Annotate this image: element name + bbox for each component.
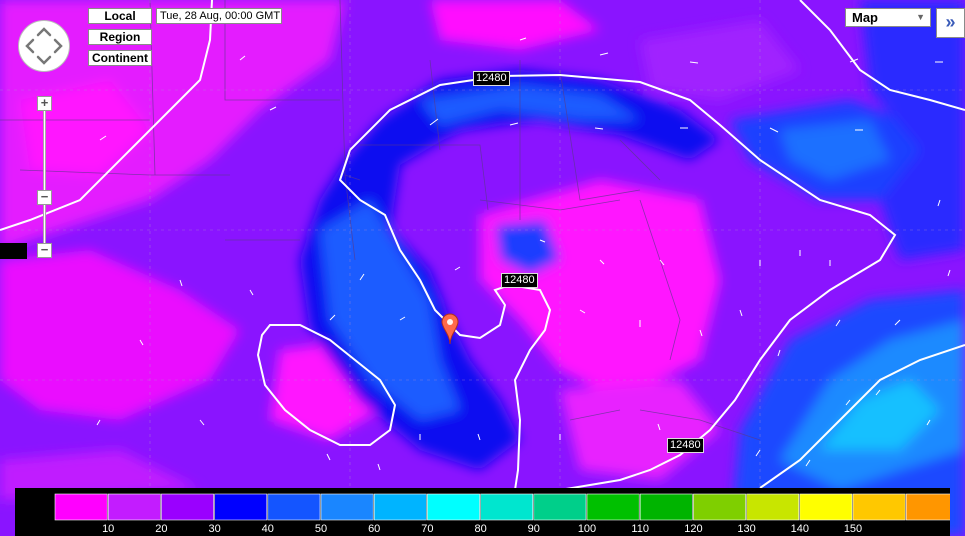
- isobar-label: 12480: [501, 273, 538, 288]
- location-pin-icon[interactable]: [441, 313, 459, 345]
- legend-swatch: [799, 493, 853, 521]
- legend-label: 40: [262, 523, 274, 535]
- pan-arrows-icon: [25, 27, 63, 65]
- legend-swatch: [54, 493, 108, 521]
- legend-label: 10: [102, 523, 114, 535]
- zoom-slider-track[interactable]: [43, 103, 46, 251]
- region-button[interactable]: Region: [88, 29, 152, 45]
- pan-control[interactable]: [18, 20, 70, 72]
- legend-swatch: [320, 493, 374, 521]
- legend-label: 90: [528, 523, 540, 535]
- scale-marker: [0, 243, 27, 259]
- legend-label: 70: [421, 523, 433, 535]
- legend-label: 120: [684, 523, 702, 535]
- legend-label: 30: [208, 523, 220, 535]
- local-button[interactable]: Local: [88, 8, 152, 24]
- legend-label: 100: [578, 523, 596, 535]
- legend-swatch: [905, 493, 950, 521]
- legend-label: 50: [315, 523, 327, 535]
- legend-label: 80: [474, 523, 486, 535]
- legend-label: 150: [844, 523, 862, 535]
- legend-label: 20: [155, 523, 167, 535]
- timestamp-label: Tue, 28 Aug, 00:00 GMT: [156, 8, 282, 24]
- legend-label: 110: [631, 523, 649, 535]
- legend-swatch: [427, 493, 480, 521]
- map-type-selected: Map: [852, 10, 878, 25]
- isobar-label: 12480: [667, 438, 704, 453]
- legend-swatch: [639, 493, 693, 521]
- legend-swatch: [161, 493, 214, 521]
- legend-swatch: [852, 493, 906, 521]
- map-type-select[interactable]: Map ▼: [845, 8, 931, 27]
- legend-swatch: [746, 493, 800, 521]
- zoom-out-button[interactable]: −: [37, 243, 52, 258]
- legend-swatch: [107, 493, 161, 521]
- legend-swatch: [214, 493, 268, 521]
- legend-swatch: [693, 493, 746, 521]
- legend-label: 60: [368, 523, 380, 535]
- legend-swatch: [586, 493, 640, 521]
- dropdown-arrow-icon: ▼: [916, 12, 925, 22]
- continent-button[interactable]: Continent: [88, 50, 152, 66]
- legend-label: 130: [737, 523, 755, 535]
- legend-swatch: [373, 493, 427, 521]
- legend-label: 140: [791, 523, 809, 535]
- color-legend: 10 20 30 40 50 60 70 80 90 100 110 120 130 140 150: [15, 488, 950, 536]
- isobar-label: 12480: [473, 71, 510, 86]
- legend-swatch: [480, 493, 534, 521]
- double-chevron-right-icon[interactable]: »: [936, 8, 965, 38]
- legend-swatch: [533, 493, 587, 521]
- zoom-handle[interactable]: −: [37, 190, 52, 205]
- legend-swatch: [267, 493, 321, 521]
- zoom-in-button[interactable]: +: [37, 96, 52, 111]
